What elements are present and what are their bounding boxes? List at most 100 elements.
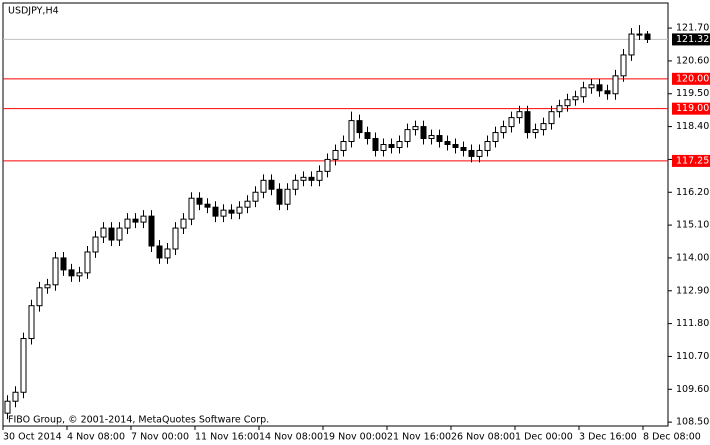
candle-body <box>540 123 547 131</box>
x-tick-label: 8 Dec 08:00 <box>643 432 701 443</box>
candle-body <box>44 284 51 289</box>
y-tick-label: 114.00 <box>676 252 709 263</box>
candle-body <box>580 87 587 98</box>
candle-body <box>132 218 139 223</box>
x-tick-label: 4 Nov 08:00 <box>67 432 125 443</box>
candle-body <box>636 33 643 36</box>
y-tick-label: 109.60 <box>676 384 709 395</box>
candle-body <box>444 141 451 145</box>
candle-body <box>404 129 411 143</box>
candle-body <box>28 305 35 340</box>
candle-body <box>276 188 283 205</box>
x-tick-label: 21 Nov 16:00 <box>387 432 451 443</box>
y-tick-label: 119.50 <box>676 88 709 99</box>
candle-body <box>476 149 483 157</box>
candle-body <box>388 143 395 148</box>
candle-body <box>228 209 235 214</box>
candle-body <box>452 143 459 148</box>
candle-body <box>68 269 75 277</box>
x-tick-label: 7 Nov 00:00 <box>131 432 189 443</box>
y-tick-label: 118.40 <box>676 121 709 132</box>
candle-body <box>436 135 443 143</box>
x-tick-label: 14 Nov 08:00 <box>259 432 323 443</box>
candle-body <box>356 120 363 134</box>
candle-body <box>548 111 555 125</box>
candle-body <box>620 54 627 77</box>
y-tick-label: 110.70 <box>676 351 709 362</box>
candle-body <box>596 84 603 92</box>
chart-title: USDJPY,H4 <box>8 6 59 17</box>
y-tick-label: 115.10 <box>676 220 709 231</box>
candle-body <box>92 236 99 253</box>
candle-body <box>212 206 219 217</box>
candle-body <box>380 143 387 151</box>
candle-body <box>196 197 203 205</box>
level-label-box <box>672 33 710 46</box>
y-tick-label: 111.80 <box>676 318 709 329</box>
candle-body <box>4 400 11 414</box>
candle-body <box>604 90 611 95</box>
candle-body <box>348 120 355 143</box>
candle-body <box>316 170 323 181</box>
candle-body <box>164 248 171 259</box>
candle-body <box>420 126 427 140</box>
y-tick-label: 108.50 <box>676 417 709 428</box>
x-tick-label: 1 Dec 00:00 <box>515 432 573 443</box>
candle-body <box>156 245 163 259</box>
candle-body <box>532 129 539 134</box>
candle-body <box>252 191 259 202</box>
candle-body <box>244 200 251 208</box>
candle-body <box>308 176 315 181</box>
level-label: 121.32 <box>676 34 709 45</box>
candle-body <box>204 203 211 208</box>
watermark: FIBO Group, © 2001-2014, MetaQuotes Soft… <box>8 415 269 426</box>
candle-body <box>412 126 419 131</box>
candle-body <box>508 117 515 128</box>
candle-body <box>108 227 115 241</box>
y-tick-label: 112.90 <box>676 285 709 296</box>
level-label: 119.00 <box>676 103 709 114</box>
candle-body <box>332 149 339 160</box>
candle-body <box>564 99 571 107</box>
candle-body <box>20 338 27 393</box>
candle-body <box>324 158 331 172</box>
plot-frame <box>2 2 669 427</box>
candle-body <box>116 227 123 241</box>
candle-body <box>284 188 291 205</box>
candle-body <box>36 287 43 307</box>
x-tick-label: 30 Oct 2014 <box>3 432 62 443</box>
x-tick-label: 26 Nov 08:00 <box>451 432 515 443</box>
candle-body <box>76 272 83 277</box>
y-tick-label: 120.60 <box>676 55 709 66</box>
candle-body <box>84 251 91 274</box>
x-tick-label: 3 Dec 16:00 <box>579 432 637 443</box>
candle-body <box>260 179 267 193</box>
candle-body <box>516 111 523 119</box>
candle-body <box>372 138 379 151</box>
y-tick-label: 116.20 <box>676 187 709 198</box>
level-label: 117.25 <box>676 155 709 166</box>
candle-body <box>460 146 467 151</box>
x-tick-label: 11 Nov 16:00 <box>195 432 259 443</box>
candle-body <box>236 206 243 214</box>
level-label: 120.00 <box>676 73 709 84</box>
candle-body <box>340 141 347 151</box>
candle-body <box>500 126 507 134</box>
candle-body <box>468 149 475 157</box>
candle-body <box>180 218 187 229</box>
candle-body <box>220 209 227 217</box>
candle-body <box>364 132 371 140</box>
candle-body <box>292 179 299 190</box>
candle-body <box>628 33 635 56</box>
candle-body <box>60 257 67 271</box>
candle-body <box>172 227 179 250</box>
candle-body <box>124 218 131 229</box>
candle-body <box>268 179 275 190</box>
level-label-box <box>672 72 710 85</box>
candle-body <box>556 105 563 113</box>
level-label-box <box>672 154 710 167</box>
candle-body <box>300 176 307 181</box>
x-tick-label: 19 Nov 00:00 <box>323 432 387 443</box>
candle-body <box>100 227 107 238</box>
